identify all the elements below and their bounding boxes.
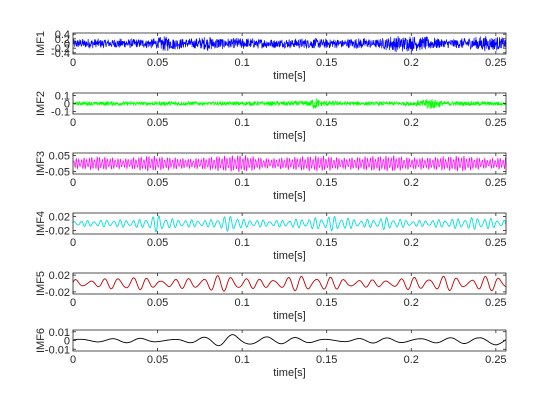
y-tick-label: -0.05: [45, 167, 70, 179]
x-tick-label: 0.25: [485, 297, 506, 309]
y-axis-label: IMF4: [35, 211, 47, 236]
x-tick-label: 0.1: [234, 57, 249, 69]
x-tick-label: 0.2: [404, 57, 419, 69]
x-tick-label: 0: [70, 117, 76, 129]
x-tick-label: 0.05: [147, 117, 168, 129]
y-tick-label: -0.02: [45, 287, 70, 299]
x-tick-label: 0.1: [234, 177, 249, 189]
axes-box: [72, 329, 507, 352]
y-tick-label: 0.2: [55, 34, 70, 46]
y-tick-label: 0.02: [49, 270, 70, 282]
x-tick-label: 0.15: [316, 177, 337, 189]
x-tick-label: 0: [70, 354, 76, 366]
axes-box: [72, 212, 507, 235]
x-tick-label: 0.1: [234, 117, 249, 129]
axes-box: [72, 272, 507, 295]
series-line-imf6: [72, 334, 507, 347]
y-tick-label: 0.01: [49, 327, 70, 339]
y-tick-label: 0.05: [49, 150, 70, 162]
series-line-imf4: [72, 215, 507, 233]
x-axis-label: time[s]: [273, 130, 305, 142]
x-axis-label: time[s]: [273, 190, 305, 202]
y-tick-label: -0.2: [51, 43, 70, 55]
subplot-imf1: 0 0.05 0.1 0.15 0.2 0.250.40.20-0.2-0.4IMF1ti…: [35, 29, 507, 82]
series-line-imf5: [72, 275, 507, 292]
y-tick-label: 0.4: [55, 29, 70, 41]
x-tick-label: 0.25: [485, 57, 506, 69]
x-tick-label: 0: [70, 237, 76, 249]
x-tick-label: 0.1: [234, 297, 249, 309]
x-axis-label: time[s]: [273, 367, 305, 379]
x-tick-label: 0.05: [147, 297, 168, 309]
y-tick-label: -0.01: [45, 344, 70, 356]
x-tick-label: 0.25: [485, 177, 506, 189]
x-axis-label: time[s]: [273, 250, 305, 262]
x-tick-label: 0.15: [316, 117, 337, 129]
series-line-imf3: [72, 154, 507, 173]
x-tick-label: 0.25: [485, 354, 506, 366]
x-tick-label: 0.1: [234, 354, 249, 366]
x-tick-label: 0.2: [404, 117, 419, 129]
y-tick-label: -0.02: [45, 226, 70, 238]
x-tick-label: 0.2: [404, 177, 419, 189]
x-tick-label: 0.1: [234, 237, 249, 249]
x-tick-label: 0.25: [485, 237, 506, 249]
x-tick-label: 0.2: [404, 237, 419, 249]
x-tick-label: 0.2: [404, 297, 419, 309]
x-tick-label: 0: [70, 177, 76, 189]
y-axis-label: IMF2: [35, 91, 47, 116]
y-tick-label: 0: [64, 336, 70, 348]
x-tick-label: 0.15: [316, 57, 337, 69]
x-tick-label: 0.15: [316, 237, 337, 249]
x-tick-label: 0: [70, 297, 76, 309]
x-tick-label: 0.2: [404, 354, 419, 366]
y-axis-label: IMF6: [35, 328, 47, 353]
y-axis-label: IMF3: [35, 151, 47, 176]
axes-box: [72, 152, 507, 175]
x-tick-label: 0.05: [147, 237, 168, 249]
x-tick-label: 0.15: [316, 297, 337, 309]
y-tick-label: 0: [64, 39, 70, 51]
y-tick-label: -0.4: [51, 48, 70, 60]
x-axis-label: time[s]: [273, 70, 305, 82]
y-axis-label: IMF1: [35, 31, 47, 56]
y-tick-label: 0: [64, 99, 70, 111]
x-tick-label: 0.05: [147, 354, 168, 366]
y-tick-label: -0.1: [51, 107, 70, 119]
y-tick-label: 0.1: [55, 90, 70, 102]
series-line-imf1: [72, 36, 507, 53]
x-tick-label: 0.05: [147, 177, 168, 189]
x-axis-label: time[s]: [273, 310, 305, 322]
x-tick-label: 0.15: [316, 354, 337, 366]
y-tick-label: 0.02: [49, 212, 70, 224]
x-tick-label: 0.25: [485, 117, 506, 129]
y-axis-label: IMF5: [35, 271, 47, 296]
x-tick-label: 0.05: [147, 57, 168, 69]
x-tick-label: 0: [70, 57, 76, 69]
series-line-imf2: [72, 98, 507, 109]
